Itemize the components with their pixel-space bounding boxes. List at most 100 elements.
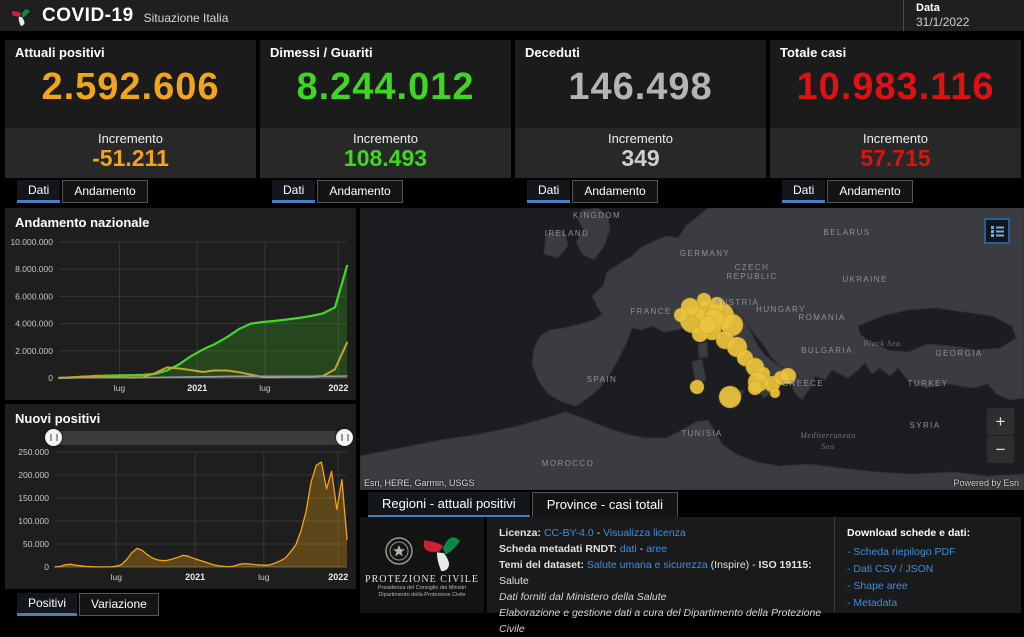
svg-text:TUNISIA: TUNISIA <box>681 429 722 438</box>
svg-text:2021: 2021 <box>185 572 205 582</box>
increment-value: 57.715 <box>860 145 931 171</box>
download-section: Download schede e dati: - Scheda riepilo… <box>834 517 1021 613</box>
tab-dati[interactable]: Dati <box>782 180 826 203</box>
increment-value: 349 <box>621 145 660 171</box>
download-scheda-pdf-link[interactable]: - Scheda riepilogo PDF <box>847 546 956 558</box>
metadati-line: Scheda metadati RNDT: dati - aree <box>499 541 822 557</box>
europe-map[interactable]: KINGDOM IRELAND GERMANY CZECH REPUBLIC BELARU… <box>359 207 1024 491</box>
tab-variazione[interactable]: Variazione <box>79 593 159 616</box>
svg-text:lug: lug <box>114 383 126 393</box>
svg-text:Mediterranean: Mediterranean <box>799 431 856 440</box>
svg-text:lug: lug <box>259 383 271 393</box>
map-zoom-controls: + − <box>987 408 1014 464</box>
svg-text:100.000: 100.000 <box>18 516 49 526</box>
repubblica-italiana-emblem-icon <box>385 537 413 565</box>
fonte-line: Dati forniti dal Ministero della Salute <box>499 591 667 603</box>
chart-title: Andamento nazionale <box>15 215 150 230</box>
svg-text:lug: lug <box>258 572 270 582</box>
card-attuali-positivi: Attuali positivi 2.592.606 Incremento -5… <box>5 40 256 178</box>
slider-handle-left[interactable] <box>45 429 62 446</box>
card-title: Deceduti <box>525 45 580 60</box>
svg-text:Black Sea: Black Sea <box>863 339 900 348</box>
svg-text:SYRIA: SYRIA <box>909 421 940 430</box>
tab-dati[interactable]: Dati <box>17 180 61 203</box>
card-tab-bar: Dati Andamento <box>272 180 511 203</box>
card-tab-bar: Dati Andamento <box>527 180 766 203</box>
increment-value: 108.493 <box>343 145 428 171</box>
svg-text:UKRAINE: UKRAINE <box>842 275 887 284</box>
tab-positivi[interactable]: Positivi <box>17 593 78 616</box>
tab-andamento[interactable]: Andamento <box>62 180 148 203</box>
logo-title: PROTEZIONE CIVILE <box>365 574 479 585</box>
svg-text:2.000.000: 2.000.000 <box>15 346 53 356</box>
svg-text:GREECE: GREECE <box>782 379 824 388</box>
download-title: Download schede e dati: <box>847 527 971 539</box>
svg-text:TURKEY: TURKEY <box>908 379 949 388</box>
svg-text:HUNGARY: HUNGARY <box>756 305 806 314</box>
licenza-label: Licenza: <box>499 527 542 539</box>
card-value: 2.592.606 <box>41 66 220 108</box>
svg-text:4.000.000: 4.000.000 <box>15 319 53 329</box>
licenza-link[interactable]: CC-BY-4.0 <box>543 527 594 539</box>
header-date-block: Data 31/1/2022 <box>903 0 1024 31</box>
panel-andamento-nazionale: Andamento nazionale lug 2021 lug 2022 0 2.000… <box>5 208 356 400</box>
card-tab-bar: Dati Andamento <box>782 180 1021 203</box>
metadati-aree-link[interactable]: aree <box>646 543 668 555</box>
app-subtitle: Situazione Italia <box>143 10 229 25</box>
increment-label: Incremento <box>97 131 164 146</box>
svg-text:6.000.000: 6.000.000 <box>15 291 53 301</box>
temi-salute-link[interactable]: Salute umana e sicurezza <box>586 559 708 571</box>
protezione-civile-logo-icon <box>12 8 30 26</box>
protezione-civile-triskelion-icon <box>423 537 461 571</box>
download-metadata-link[interactable]: - Metadata <box>847 597 898 609</box>
iso-label: ISO 19115: <box>758 559 812 571</box>
svg-text:200.000: 200.000 <box>18 470 49 480</box>
zoom-out-button[interactable]: − <box>987 436 1014 463</box>
card-value: 8.244.012 <box>296 66 475 108</box>
time-range-slider[interactable] <box>45 429 353 446</box>
svg-text:CZECH: CZECH <box>735 263 770 272</box>
card-totale-casi: Totale casi 10.983.116 Incremento 57.715 <box>770 40 1021 178</box>
footer-panel: PROTEZIONE CIVILE Presidenza del Consigl… <box>360 517 1021 635</box>
logo-subtitle-1: Presidenza del Consiglio dei Ministri <box>377 585 467 591</box>
visualizza-licenza-link[interactable]: Visualizza licenza <box>603 527 686 539</box>
map-tab-bar: Regioni - attuali positivi Province - ca… <box>368 492 679 518</box>
date-label: Data <box>916 2 940 14</box>
tab-andamento[interactable]: Andamento <box>572 180 658 203</box>
svg-text:lug: lug <box>111 572 123 582</box>
download-csv-json-link[interactable]: - Dati CSV / JSON <box>847 563 934 575</box>
svg-text:0: 0 <box>44 562 49 572</box>
elaborazione-line: Elaborazione e gestione dati a cura del … <box>499 607 822 635</box>
svg-text:ROMANIA: ROMANIA <box>798 313 845 322</box>
increment-label: Incremento <box>862 131 929 146</box>
tab-dati[interactable]: Dati <box>272 180 316 203</box>
card-dimessi-guariti: Dimessi / Guariti 8.244.012 Incremento 1… <box>260 40 511 178</box>
svg-text:0: 0 <box>48 373 53 383</box>
tab-andamento[interactable]: Andamento <box>827 180 913 203</box>
svg-text:IRELAND: IRELAND <box>545 229 589 238</box>
metadati-dati-link[interactable]: dati <box>619 543 637 555</box>
header-divider <box>903 0 904 31</box>
svg-text:BULGARIA: BULGARIA <box>801 346 853 355</box>
card-title: Dimessi / Guariti <box>270 45 373 60</box>
separator: - <box>639 543 644 555</box>
card-value: 10.983.116 <box>796 66 995 108</box>
temi-tail-text: Salute <box>499 575 529 587</box>
powered-by-esri: Powered by Esri <box>953 478 1019 488</box>
svg-text:Sea: Sea <box>821 442 834 451</box>
zoom-in-button[interactable]: + <box>987 408 1014 435</box>
slider-handle-right[interactable] <box>336 429 353 446</box>
increment-label: Incremento <box>352 131 419 146</box>
chart-title: Nuovi positivi <box>15 411 101 426</box>
tab-regioni-attuali-positivi[interactable]: Regioni - attuali positivi <box>368 492 530 518</box>
tab-province-casi-totali[interactable]: Province - casi totali <box>531 492 679 518</box>
card-tab-bar: Dati Andamento <box>17 180 256 203</box>
legend-button[interactable] <box>984 218 1010 244</box>
card-deceduti: Deceduti 146.498 Incremento 349 <box>515 40 766 178</box>
tab-dati[interactable]: Dati <box>527 180 571 203</box>
tab-andamento[interactable]: Andamento <box>317 180 403 203</box>
legend-list-icon <box>991 226 1004 237</box>
download-shape-aree-link[interactable]: - Shape aree <box>847 580 908 592</box>
increment-label: Incremento <box>607 131 674 146</box>
